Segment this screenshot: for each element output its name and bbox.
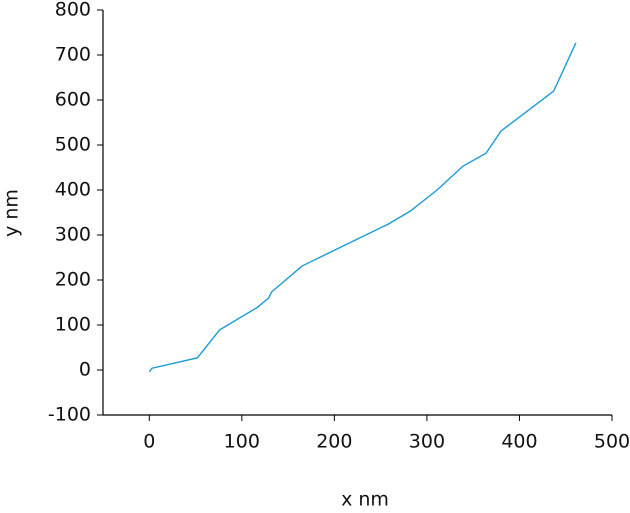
x-tick-label: 200	[316, 431, 352, 453]
y-tick-label: 800	[55, 0, 91, 21]
x-tick-label: 100	[224, 431, 260, 453]
x-tick-label: 500	[594, 431, 630, 453]
y-tick-label: -100	[48, 404, 91, 426]
x-tick-label: 0	[143, 431, 155, 453]
y-axis-label: y nm	[1, 189, 23, 237]
y-tick-label: 700	[55, 44, 91, 66]
line	[148, 42, 577, 373]
x-tick-label: 400	[501, 431, 537, 453]
y-tick-label: 200	[55, 269, 91, 291]
y-tick-label: 500	[55, 134, 91, 156]
x-axis-label: x nm	[341, 489, 389, 511]
y-tick-label: 600	[55, 89, 91, 111]
y-tick-label: 400	[55, 179, 91, 201]
y-tick-label: 100	[55, 314, 91, 336]
y-tick-label: 300	[55, 224, 91, 246]
y-tick-label: 0	[79, 359, 91, 381]
x-tick-label: 300	[409, 431, 445, 453]
